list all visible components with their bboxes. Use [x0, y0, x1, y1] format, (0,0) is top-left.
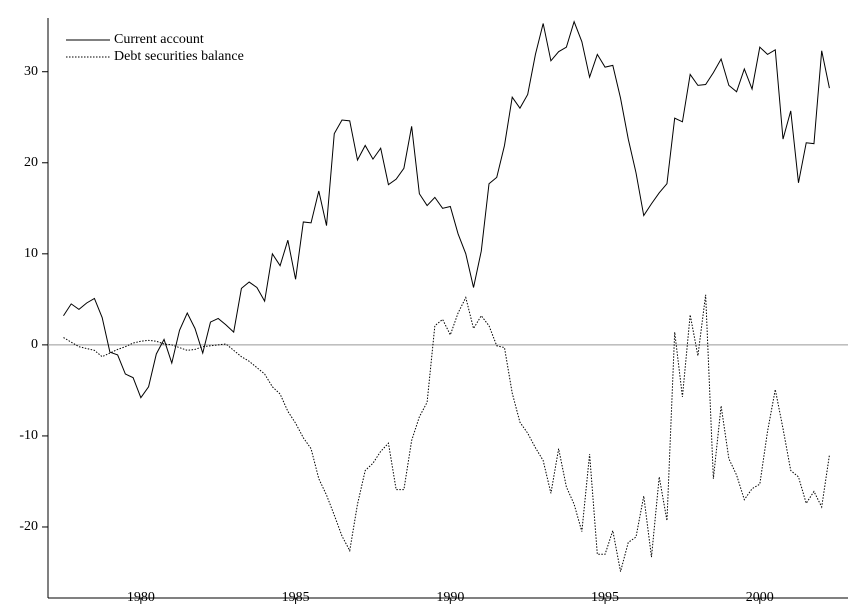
x-tick-label: 1985 — [282, 590, 310, 604]
x-tick-label: 1990 — [436, 590, 464, 604]
y-tick-label: 30 — [24, 64, 38, 79]
x-tick-label: 2000 — [746, 590, 774, 604]
y-tick-label: -10 — [19, 428, 38, 443]
y-tick-label: 0 — [31, 337, 38, 352]
y-tick-label: 10 — [24, 246, 38, 261]
y-tick-label: -20 — [19, 519, 38, 534]
y-tick-label: 20 — [24, 155, 38, 170]
series-line — [63, 20, 830, 399]
x-tick-label: 1980 — [127, 590, 155, 604]
x-tick-label: 1995 — [591, 590, 619, 604]
legend-label: Debt securities balance — [114, 49, 244, 64]
legend-label: Current account — [114, 32, 204, 47]
